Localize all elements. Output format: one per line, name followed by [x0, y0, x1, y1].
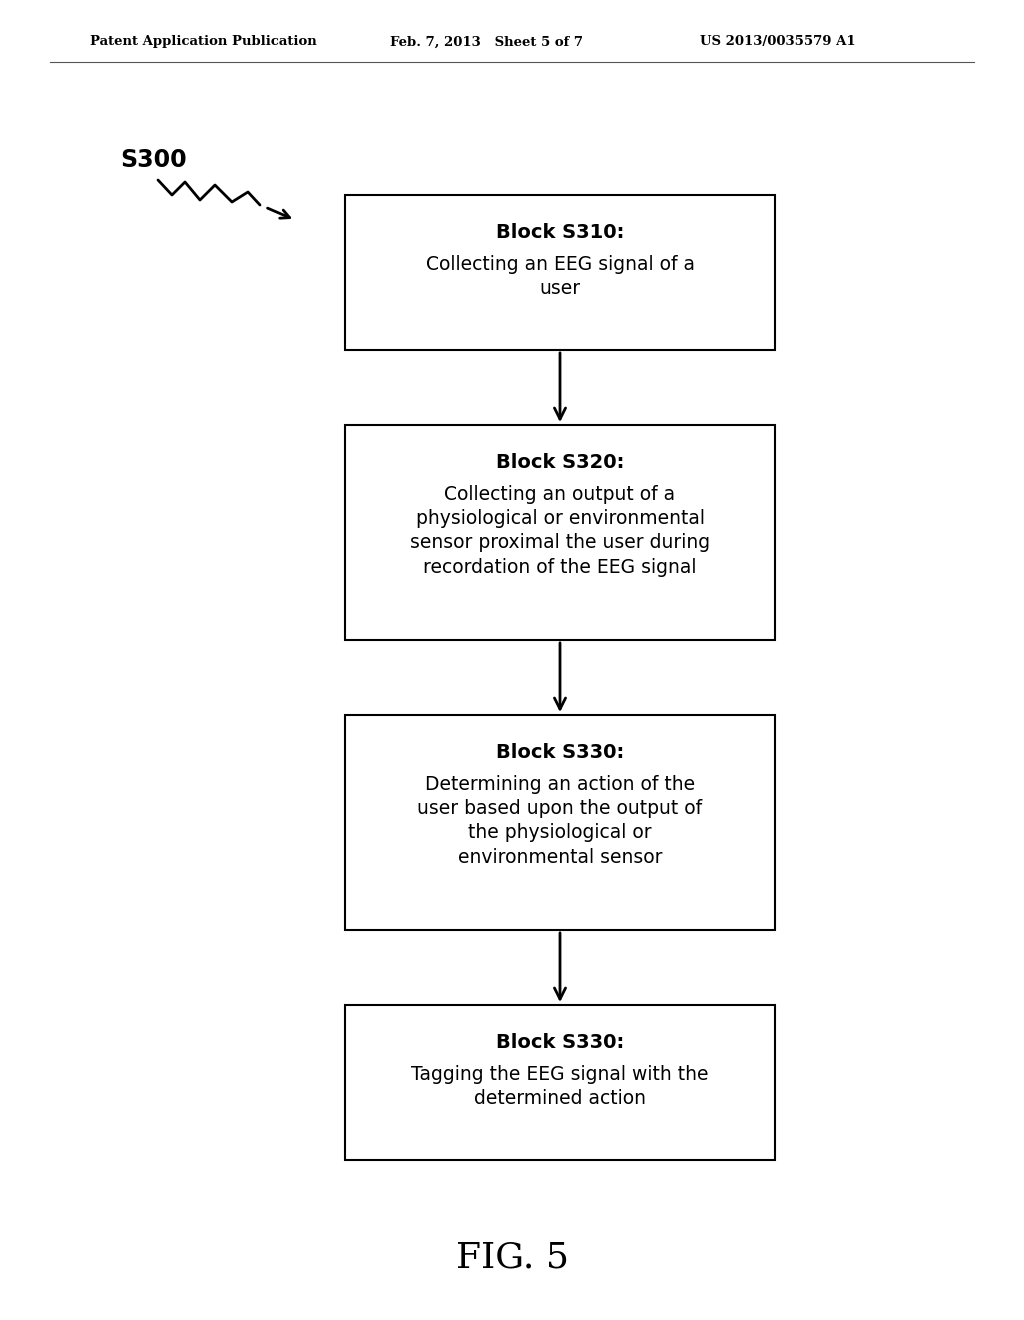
Bar	[345, 1005, 775, 1160]
Text: Collecting an EEG signal of a
user: Collecting an EEG signal of a user	[426, 255, 694, 298]
Text: Determining an action of the
user based upon the output of
the physiological or
: Determining an action of the user based …	[418, 775, 702, 867]
Text: Block S320:: Block S320:	[496, 453, 625, 473]
Text: Collecting an output of a
physiological or environmental
sensor proximal the use: Collecting an output of a physiological …	[410, 484, 710, 577]
Bar	[345, 195, 775, 350]
Text: FIG. 5: FIG. 5	[456, 1239, 568, 1274]
Text: Block S330:: Block S330:	[496, 743, 624, 762]
Bar	[345, 425, 775, 640]
Text: Tagging the EEG signal with the
determined action: Tagging the EEG signal with the determin…	[412, 1065, 709, 1109]
Text: Block S310:: Block S310:	[496, 223, 625, 242]
Text: Patent Application Publication: Patent Application Publication	[90, 36, 316, 49]
Text: Feb. 7, 2013   Sheet 5 of 7: Feb. 7, 2013 Sheet 5 of 7	[390, 36, 583, 49]
Text: S300: S300	[120, 148, 186, 172]
Text: US 2013/0035579 A1: US 2013/0035579 A1	[700, 36, 856, 49]
Text: Block S330:: Block S330:	[496, 1034, 624, 1052]
Bar	[345, 715, 775, 931]
